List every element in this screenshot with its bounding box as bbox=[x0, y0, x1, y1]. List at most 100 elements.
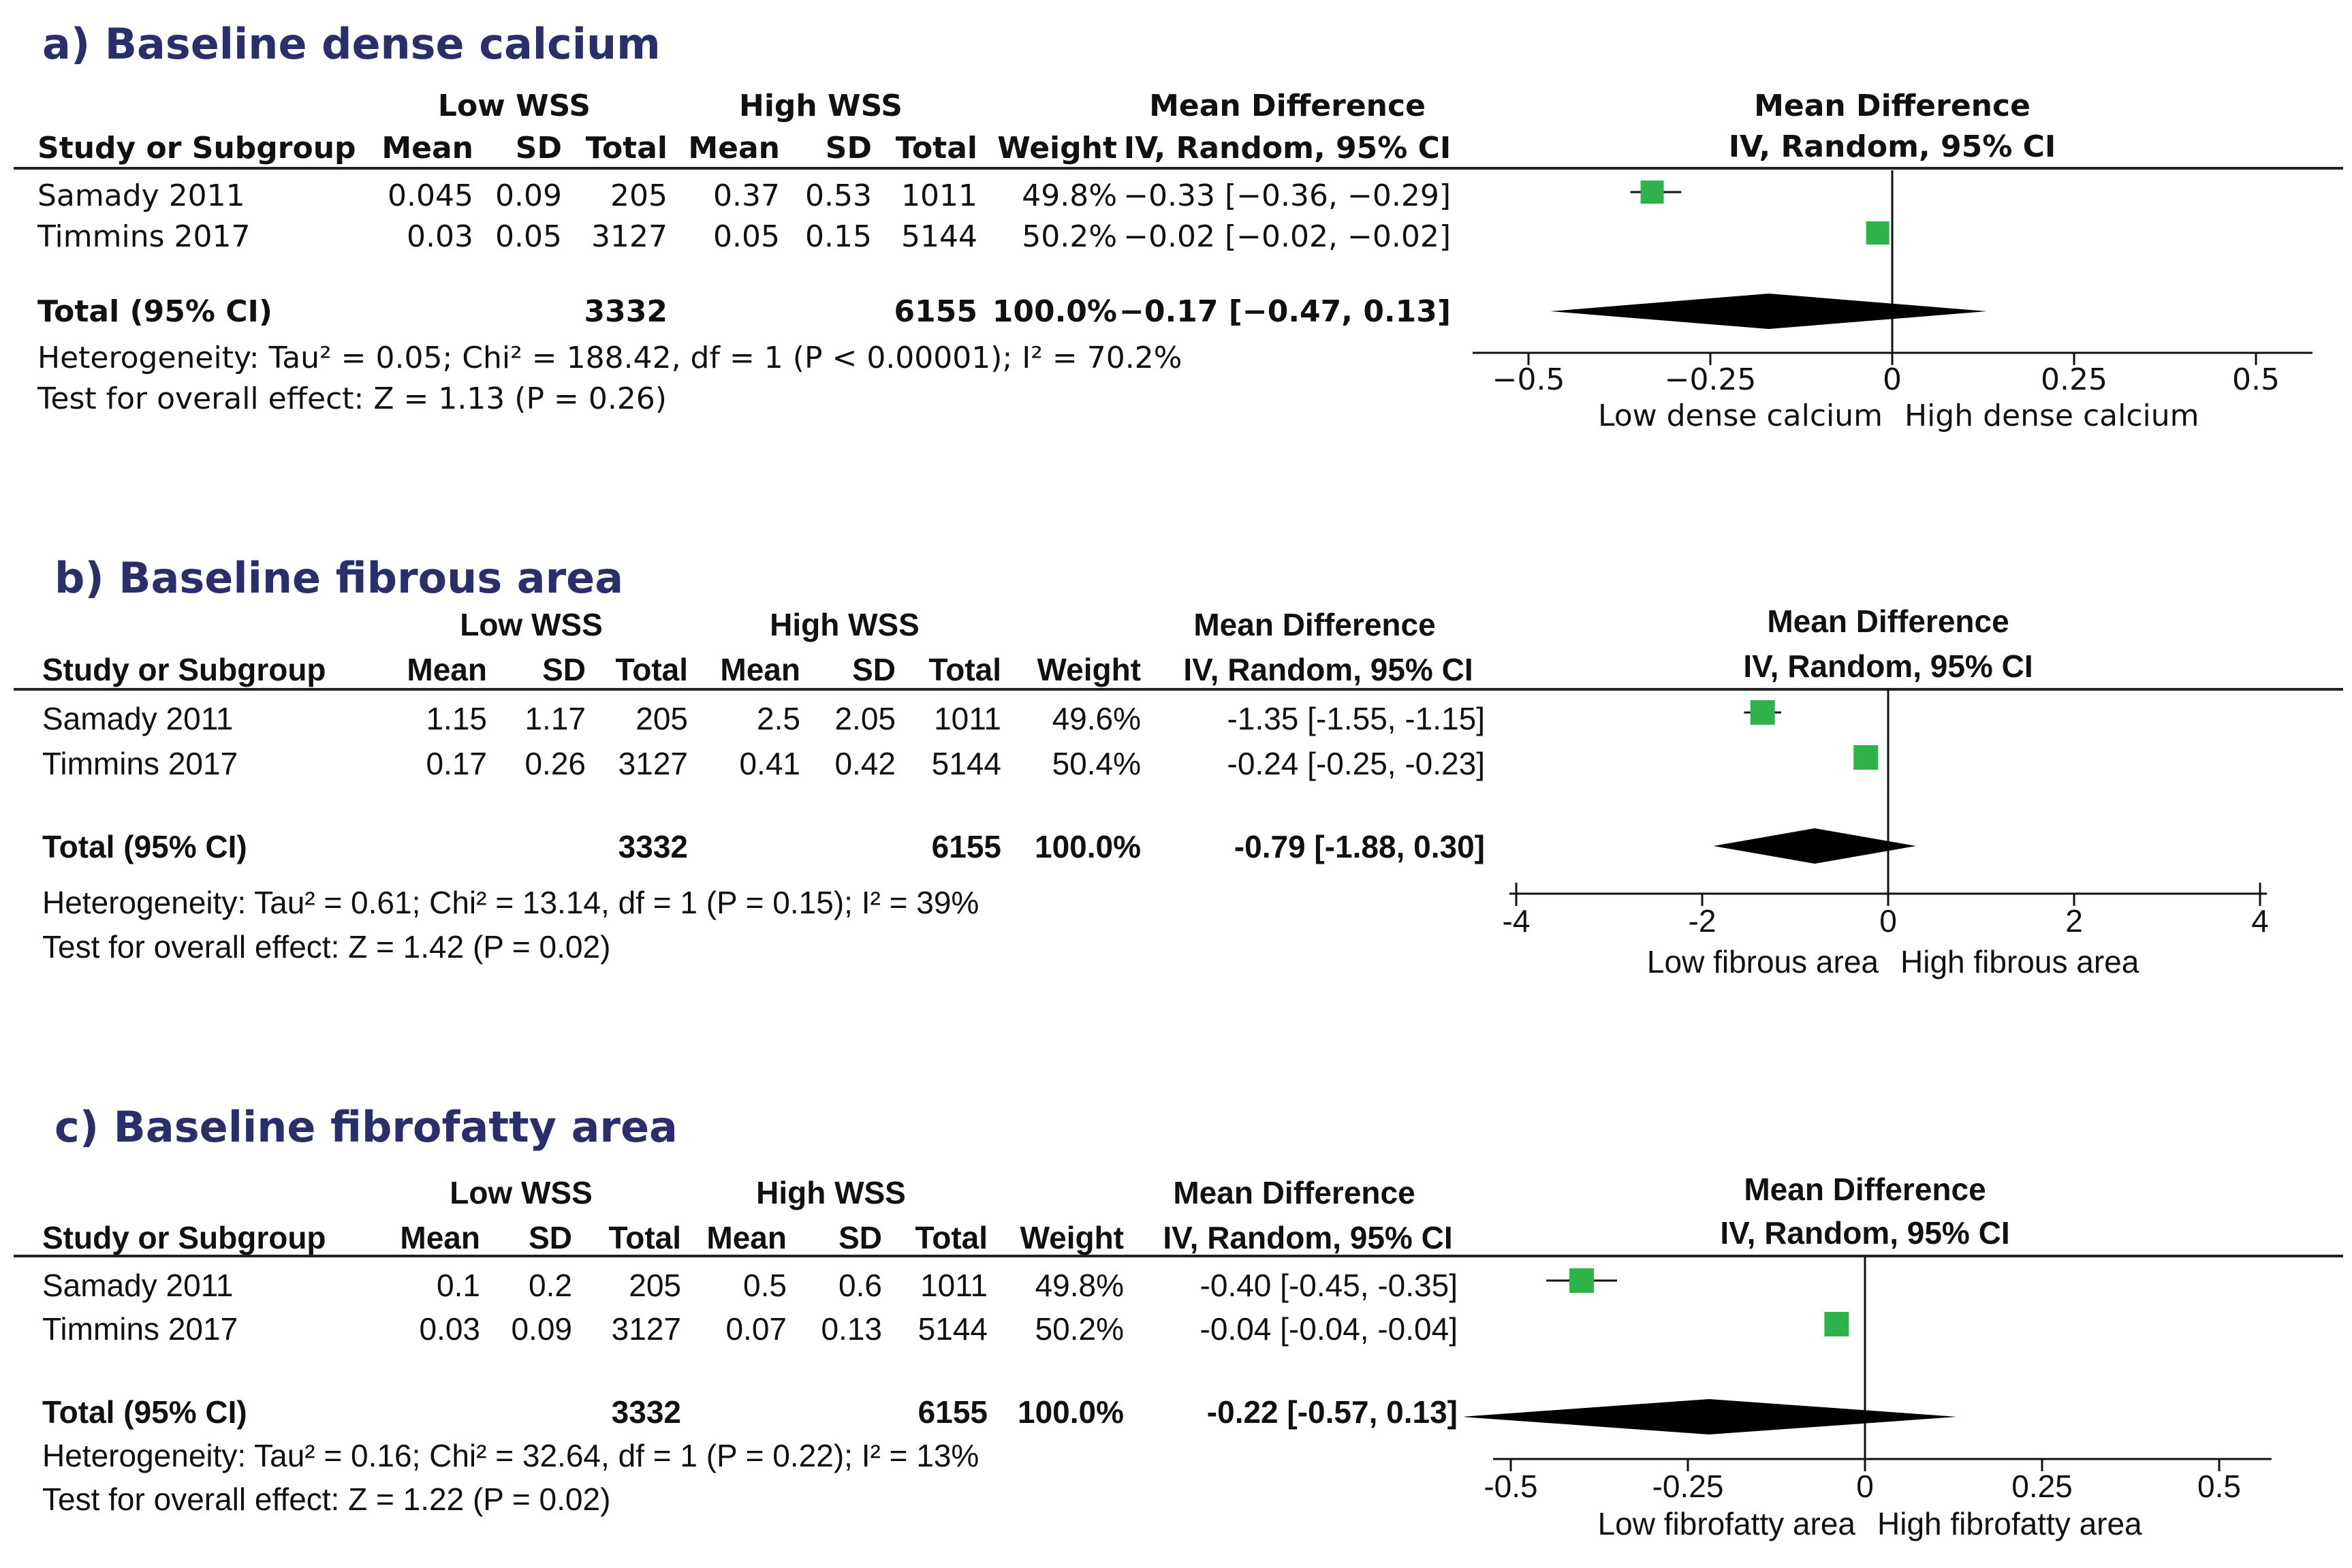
col-header-low-total: Total bbox=[608, 1220, 681, 1255]
row-low-total: 205 bbox=[636, 701, 688, 736]
ci-column-header-top: Mean Difference bbox=[1173, 1175, 1415, 1210]
group-header-low: Low WSS bbox=[437, 89, 591, 123]
x-tick-label: -0.5 bbox=[1484, 1469, 1537, 1504]
total-ci: -0.79 [-1.88, 0.30] bbox=[1234, 829, 1485, 864]
row-high-mean: 0.37 bbox=[713, 178, 780, 213]
study-marker bbox=[1750, 700, 1775, 725]
x-tick-label: 0.5 bbox=[2197, 1469, 2241, 1504]
row-low-sd: 1.17 bbox=[524, 701, 586, 736]
panel-title: b) Baseline fibrous area bbox=[54, 553, 624, 603]
study-marker bbox=[1824, 1312, 1849, 1336]
row-low-total: 3127 bbox=[591, 219, 668, 254]
plot-header-bottom: IV, Random, 95% CI bbox=[1729, 129, 2056, 164]
study-marker bbox=[1640, 181, 1664, 204]
x-tick-label: −0.25 bbox=[1665, 362, 1757, 397]
total-high: 6155 bbox=[918, 1394, 988, 1430]
row-high-total: 5144 bbox=[918, 1311, 988, 1347]
col-header-study: Study or Subgroup bbox=[37, 131, 356, 166]
row-low-sd: 0.26 bbox=[524, 746, 586, 781]
col-header-ci: IV, Random, 95% CI bbox=[1183, 652, 1473, 687]
row-high-total: 5144 bbox=[901, 219, 977, 254]
favours-right-label: High fibrous area bbox=[1900, 944, 2139, 979]
forest-plot: Mean Difference IV, Random, 95% CI -0.5 -0.… bbox=[1464, 1172, 2272, 1541]
col-header-low-mean: Mean bbox=[400, 1220, 480, 1255]
x-tick-label: 0.25 bbox=[2011, 1469, 2073, 1504]
row-ci: -0.40 [-0.45, -0.35] bbox=[1199, 1268, 1458, 1303]
favours-left-label: Low fibrous area bbox=[1647, 944, 1879, 979]
total-low: 3332 bbox=[584, 294, 668, 329]
overall-effect-text: Test for overall effect: Z = 1.42 (P = 0… bbox=[42, 929, 611, 965]
group-header-low: Low WSS bbox=[450, 1175, 593, 1210]
pooled-diamond bbox=[1464, 1399, 1958, 1434]
row-high-sd: 0.15 bbox=[805, 219, 872, 254]
total-label: Total (95% CI) bbox=[42, 829, 247, 864]
x-tick-label: 0 bbox=[1883, 362, 1902, 397]
col-header-high-mean: Mean bbox=[706, 1220, 787, 1255]
row-high-sd: 2.05 bbox=[834, 701, 896, 736]
col-header-study: Study or Subgroup bbox=[42, 1220, 326, 1255]
ci-column-header-top: Mean Difference bbox=[1193, 607, 1436, 642]
total-weight: 100.0% bbox=[1034, 829, 1141, 864]
pooled-diamond bbox=[1713, 828, 1916, 864]
col-header-weight: Weight bbox=[1037, 652, 1141, 687]
favours-right-label: High dense calcium bbox=[1904, 398, 2199, 433]
favours-left-label: Low dense calcium bbox=[1598, 398, 1883, 433]
col-header-low-total: Total bbox=[585, 131, 668, 166]
row-weight: 50.2% bbox=[1035, 1311, 1124, 1347]
col-header-ci: IV, Random, 95% CI bbox=[1163, 1220, 1453, 1255]
x-tick-label: 0.25 bbox=[2041, 362, 2107, 397]
col-header-study: Study or Subgroup bbox=[42, 652, 326, 687]
row-ci: -0.04 [-0.04, -0.04] bbox=[1199, 1311, 1458, 1347]
favours-right-label: High fibrofatty area bbox=[1877, 1506, 2142, 1541]
total-low: 3332 bbox=[611, 1394, 681, 1430]
row-low-mean: 0.17 bbox=[426, 746, 487, 781]
overall-effect-text: Test for overall effect: Z = 1.13 (P = 0… bbox=[37, 381, 667, 416]
col-header-low-mean: Mean bbox=[381, 131, 473, 166]
x-tick-label: -2 bbox=[1689, 903, 1716, 939]
col-header-high-total: Total bbox=[915, 1220, 988, 1255]
total-high: 6155 bbox=[894, 294, 977, 329]
row-low-sd: 0.05 bbox=[495, 219, 562, 254]
row-high-mean: 2.5 bbox=[757, 701, 800, 736]
row-high-mean: 0.07 bbox=[725, 1311, 787, 1347]
row-high-sd: 0.42 bbox=[834, 746, 896, 781]
col-header-low-mean: Mean bbox=[407, 652, 487, 687]
row-weight: 50.4% bbox=[1052, 746, 1141, 781]
total-weight: 100.0% bbox=[1017, 1394, 1124, 1430]
x-tick-label: 0 bbox=[1879, 903, 1897, 939]
col-header-high-total: Total bbox=[895, 131, 977, 166]
row-low-mean: 0.045 bbox=[388, 178, 473, 213]
row-weight: 49.6% bbox=[1052, 701, 1141, 736]
total-high: 6155 bbox=[931, 829, 1001, 864]
heterogeneity-text: Heterogeneity: Tau² = 0.16; Chi² = 32.64… bbox=[42, 1438, 979, 1473]
col-header-ci: IV, Random, 95% CI bbox=[1123, 131, 1452, 166]
x-tick-label: 0.5 bbox=[2232, 362, 2280, 397]
row-ci: −0.33 [−0.36, −0.29] bbox=[1123, 178, 1451, 213]
heterogeneity-text: Heterogeneity: Tau² = 0.61; Chi² = 13.14… bbox=[42, 885, 979, 920]
row-low-mean: 0.1 bbox=[437, 1268, 480, 1303]
plot-header-top: Mean Difference bbox=[1767, 603, 2009, 639]
x-tick-label: -0.25 bbox=[1652, 1469, 1724, 1504]
col-header-low-sd: SD bbox=[529, 1220, 572, 1255]
total-ci: −0.17 [−0.47, 0.13] bbox=[1119, 294, 1451, 329]
row-ci: -0.24 [-0.25, -0.23] bbox=[1227, 746, 1485, 781]
group-header-high: High WSS bbox=[770, 607, 920, 642]
x-tick-label: -4 bbox=[1503, 903, 1531, 939]
total-weight: 100.0% bbox=[992, 294, 1117, 329]
favours-left-label: Low fibrofatty area bbox=[1598, 1506, 1856, 1541]
row-ci: -1.35 [-1.55, -1.15] bbox=[1227, 701, 1485, 736]
heterogeneity-text: Heterogeneity: Tau² = 0.05; Chi² = 188.4… bbox=[37, 341, 1182, 375]
col-header-low-sd: SD bbox=[515, 131, 562, 166]
group-header-high: High WSS bbox=[756, 1175, 906, 1210]
row-low-mean: 0.03 bbox=[419, 1311, 480, 1347]
total-low: 3332 bbox=[618, 829, 688, 864]
row-study: Samady 2011 bbox=[37, 178, 245, 213]
ci-column-header-top: Mean Difference bbox=[1149, 89, 1426, 123]
plot-header-top: Mean Difference bbox=[1754, 89, 2030, 123]
study-marker bbox=[1866, 221, 1890, 245]
x-tick-label: 4 bbox=[2251, 903, 2269, 939]
row-study: Samady 2011 bbox=[42, 701, 234, 736]
col-header-high-sd: SD bbox=[852, 652, 896, 687]
x-tick-label: −0.5 bbox=[1492, 362, 1565, 397]
row-low-sd: 0.09 bbox=[511, 1311, 572, 1347]
